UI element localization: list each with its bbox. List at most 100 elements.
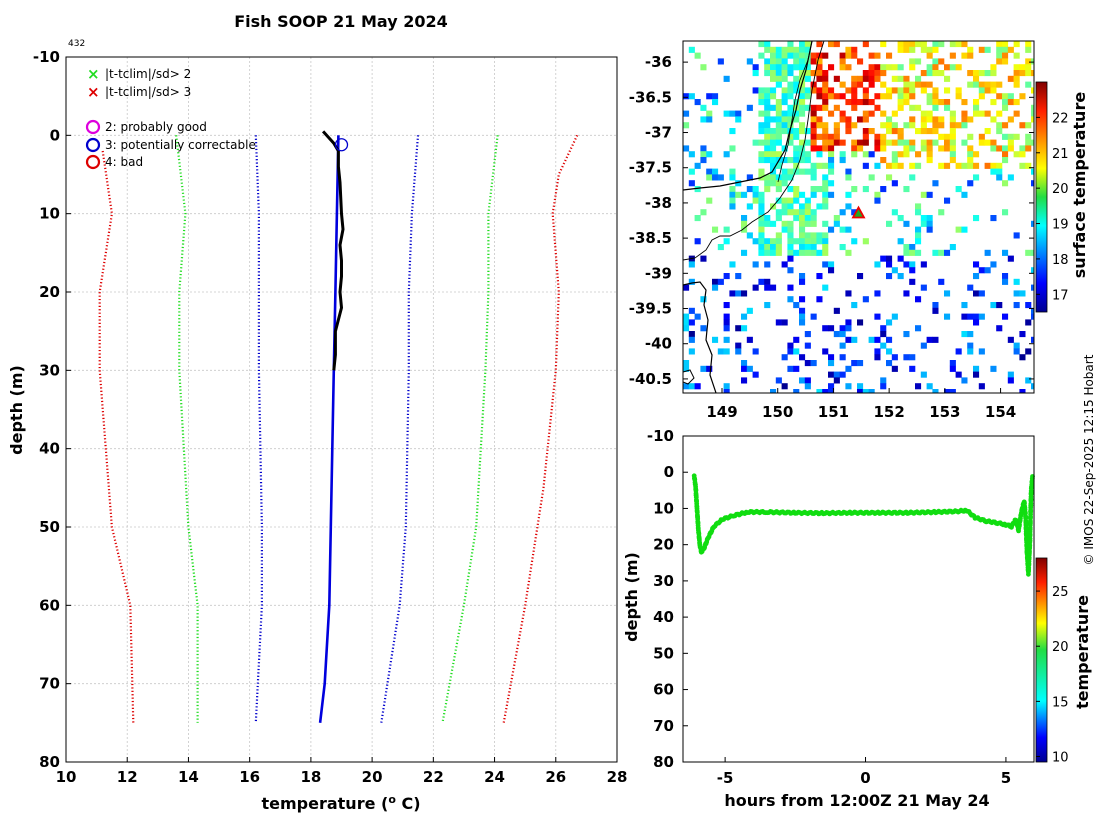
sst-cell-661: [729, 197, 736, 204]
sst-cell-856: [1013, 278, 1020, 285]
sst-cell-383: [920, 122, 927, 129]
sst-cell-378: [880, 122, 887, 129]
sst-cell-828: [920, 261, 927, 268]
sst-cell-110: [880, 64, 887, 71]
sst-cell-222: [944, 87, 951, 94]
sst-cell-738: [839, 226, 846, 233]
sst-cell-24: [688, 46, 695, 53]
sst-cell-39: [926, 46, 933, 53]
sst-cell-82: [810, 58, 817, 65]
sst-cell-1057: [949, 389, 956, 393]
sst-cell-106: [839, 64, 846, 71]
sst-cell-536: [758, 157, 765, 164]
sst-cell-61: [845, 52, 852, 59]
sst-cell-872: [903, 290, 910, 297]
sst-cell-479: [729, 145, 736, 152]
sst-cell-843: [886, 273, 893, 280]
sst-cell-931: [822, 325, 829, 332]
sst-cell-599: [729, 174, 736, 181]
sst-cell-93: [1031, 58, 1034, 65]
sst-cell-918: [775, 319, 782, 326]
sst-cell-793: [793, 249, 800, 256]
map-xtick-2: 151: [818, 403, 849, 421]
sst-cell-196: [996, 81, 1003, 88]
sst-cell-607: [810, 174, 817, 181]
track-ytick-2: 10: [653, 499, 674, 517]
sst-cell-332: [973, 110, 980, 117]
sst-cell-753: [915, 232, 922, 239]
sst-cell-308: [1031, 104, 1034, 111]
sst-cell-215: [886, 87, 893, 94]
sst-cell-771: [897, 238, 904, 245]
sst-cell-1040: [857, 383, 864, 390]
sst-cell-548: [891, 157, 898, 164]
sst-cell-276: [926, 99, 933, 106]
sst-cell-492: [880, 145, 887, 152]
sst-cell-823: [828, 261, 835, 268]
sst-cell-441: [1025, 133, 1032, 140]
sst-cell-100: [787, 64, 794, 71]
sst-cell-950: [746, 336, 753, 343]
sst-cell-665: [781, 197, 788, 204]
sst-cell-642: [880, 186, 887, 193]
sst-cell-328: [920, 110, 927, 117]
sst-cell-83: [816, 58, 823, 65]
sst-cell-297: [822, 104, 829, 111]
track-ylabel: depth (m): [622, 552, 641, 642]
sst-cell-101: [793, 64, 800, 71]
sst-cell-286: [700, 104, 707, 111]
sst-cell-726: [903, 220, 910, 227]
sst-cell-240: [822, 93, 829, 100]
sst-cell-176: [787, 81, 794, 88]
sst-cell-89: [938, 58, 945, 65]
sst-cell-369: [781, 122, 788, 129]
sst-cell-1004: [706, 365, 713, 372]
sst-cell-664: [775, 197, 782, 204]
sst-cell-283: [1002, 99, 1009, 106]
sst-cell-266: [793, 99, 800, 106]
sst-cell-976: [822, 348, 829, 355]
sst-cell-714: [741, 220, 748, 227]
sst-cell-893: [1025, 302, 1032, 309]
sst-cell-461: [891, 139, 898, 146]
sst-cell-708: [833, 215, 840, 222]
sst-cell-689: [793, 209, 800, 216]
sst-cell-305: [944, 104, 951, 111]
sst-cell-41: [967, 46, 974, 53]
sst-cell-247: [880, 93, 887, 100]
sst-cell-795: [804, 249, 811, 256]
sst-cell-460: [886, 139, 893, 146]
sst-cell-13: [915, 41, 922, 48]
sst-cell-947: [688, 336, 695, 343]
sst-cell-644: [955, 186, 962, 193]
map-ticks: 149 150 151 152 153 154 -36 -36.5 -37 -37.5 -38 -38…: [629, 53, 1034, 421]
sst-cell-221: [932, 87, 939, 94]
track-xtick-2: 5: [1001, 769, 1011, 787]
sst-cell-718: [781, 220, 788, 227]
sst-cell-515: [793, 151, 800, 158]
sst-cell-682: [845, 203, 852, 210]
sst-cell-206: [799, 87, 806, 94]
sst-cell-1035: [723, 383, 730, 390]
sst-cell-54: [793, 52, 800, 59]
sst-cell-667: [793, 197, 800, 204]
sst-cell-42: [978, 46, 985, 53]
sst-cell-436: [967, 133, 974, 140]
sst-cell-150: [1025, 70, 1032, 77]
sst-cell-1049: [816, 389, 823, 393]
sst-cell-390: [1002, 122, 1009, 129]
sst-cell-246: [874, 93, 881, 100]
sst-cell-600: [746, 174, 753, 181]
sst-cell-523: [868, 151, 875, 158]
sst-cell-619: [770, 180, 777, 187]
sst-cell-981: [978, 348, 985, 355]
sst-cell-75: [764, 58, 771, 65]
sst-cell-323: [839, 110, 846, 117]
sst-cell-589: [804, 168, 811, 175]
sst-cell-529: [949, 151, 956, 158]
sst-cell-703: [775, 215, 782, 222]
sst-cell-105: [828, 64, 835, 71]
sst-cell-180: [822, 81, 829, 88]
sst-cell-312: [729, 110, 736, 117]
sst-cell-629: [694, 186, 701, 193]
